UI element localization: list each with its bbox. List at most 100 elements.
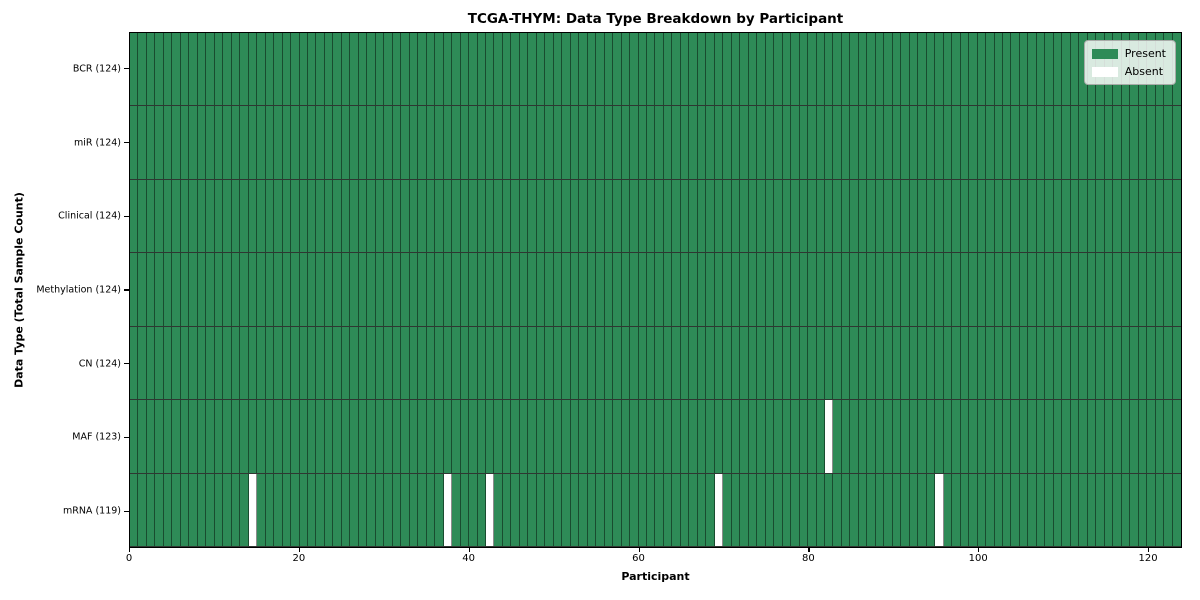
heatmap-cell	[1053, 326, 1063, 400]
heatmap-cell	[969, 473, 978, 546]
heatmap-cell	[265, 106, 275, 179]
heatmap-cell	[858, 33, 868, 106]
y-tick-label: BCR (124)	[72, 63, 121, 75]
heatmap-cell	[943, 106, 953, 179]
heatmap-cell	[647, 253, 656, 326]
heatmap-cell	[1045, 326, 1054, 400]
heatmap-cell	[909, 326, 919, 400]
heatmap-cell	[130, 400, 139, 473]
heatmap-row-CN	[130, 326, 1181, 401]
heatmap-cell	[630, 253, 639, 326]
heatmap-cell	[647, 179, 656, 253]
heatmap-cell	[782, 400, 792, 473]
heatmap-cell	[511, 326, 520, 400]
heatmap-cell	[1079, 253, 1088, 326]
heatmap-cell	[163, 326, 173, 400]
heatmap-cell	[994, 33, 1003, 106]
heatmap-cell	[443, 106, 453, 179]
heatmap-cell	[536, 33, 546, 106]
heatmap-cell	[935, 253, 944, 326]
heatmap-cell	[358, 33, 368, 106]
heatmap-cell	[519, 253, 529, 326]
heatmap-cell	[180, 326, 190, 400]
heatmap-cell	[392, 253, 402, 326]
heatmap-cell	[630, 179, 639, 253]
heatmap-cell	[570, 33, 580, 106]
heatmap-cell	[935, 106, 944, 179]
heatmap-cell	[969, 253, 978, 326]
heatmap-cell	[274, 179, 283, 253]
heatmap-cell	[511, 33, 520, 106]
y-tick-mark	[124, 141, 129, 144]
heatmap-cell	[401, 179, 410, 253]
heatmap-cell	[358, 253, 368, 326]
heatmap-cell	[697, 253, 707, 326]
heatmap-cell	[1003, 473, 1012, 546]
heatmap-cell	[1138, 473, 1148, 546]
heatmap-cell	[265, 326, 275, 400]
heatmap-cell	[138, 179, 147, 253]
heatmap-cell	[1113, 326, 1122, 400]
heatmap-cell	[901, 473, 910, 546]
heatmap-cell	[375, 179, 385, 253]
heatmap-cell	[765, 33, 775, 106]
heatmap-cell	[307, 179, 317, 253]
x-tick-label: 80	[801, 553, 815, 564]
heatmap-cell	[477, 106, 486, 179]
heatmap-cell	[528, 106, 537, 179]
heatmap-cell	[1019, 33, 1029, 106]
heatmap-cell	[875, 473, 885, 546]
heatmap-cell	[274, 400, 283, 473]
heatmap-cell	[1003, 106, 1012, 179]
heatmap-cell	[977, 326, 987, 400]
heatmap-cell	[782, 179, 792, 253]
heatmap-cell	[1104, 106, 1114, 179]
heatmap-cell	[697, 106, 707, 179]
heatmap-cell	[257, 400, 266, 473]
heatmap-cell	[731, 400, 741, 473]
heatmap-cell	[1053, 179, 1063, 253]
heatmap-cell	[697, 179, 707, 253]
heatmap-cell	[1096, 106, 1105, 179]
heatmap-cell	[409, 106, 419, 179]
heatmap-cell	[630, 473, 639, 546]
heatmap-cell	[774, 473, 783, 546]
heatmap-cell	[401, 33, 410, 106]
heatmap-cell	[333, 400, 342, 473]
heatmap-cell	[1087, 326, 1097, 400]
heatmap-cell	[647, 326, 656, 400]
heatmap-cell	[1036, 106, 1046, 179]
heatmap-cell	[791, 33, 800, 106]
heatmap-cell	[723, 106, 732, 179]
x-axis-label: Participant	[621, 570, 690, 583]
heatmap-cell	[469, 253, 478, 326]
heatmap-cell	[231, 106, 241, 179]
heatmap-cell	[587, 473, 597, 546]
heatmap-cell	[663, 253, 673, 326]
heatmap-cell	[1121, 106, 1131, 179]
heatmap-cell	[680, 179, 690, 253]
heatmap-cell	[943, 473, 953, 546]
heatmap-cell	[774, 33, 783, 106]
heatmap-cell	[401, 473, 410, 546]
heatmap-cell	[452, 326, 461, 400]
heatmap-cell	[714, 106, 724, 179]
heatmap-cell	[324, 326, 334, 400]
heatmap-cell	[180, 473, 190, 546]
heatmap-cell	[943, 400, 953, 473]
heatmap-cell	[723, 473, 732, 546]
heatmap-cell	[850, 33, 859, 106]
heatmap-cell	[952, 473, 961, 546]
heatmap-cell	[587, 400, 597, 473]
heatmap-cell	[274, 326, 283, 400]
heatmap-cell	[1121, 400, 1131, 473]
heatmap-cell	[858, 473, 868, 546]
heatmap-cell	[680, 473, 690, 546]
heatmap-cell	[731, 253, 741, 326]
heatmap-cell	[223, 179, 232, 253]
heatmap-cell	[172, 179, 181, 253]
heatmap-cell	[960, 179, 970, 253]
heatmap-cell	[519, 33, 529, 106]
heatmap-cell	[867, 33, 876, 106]
heatmap-cell	[1036, 473, 1046, 546]
